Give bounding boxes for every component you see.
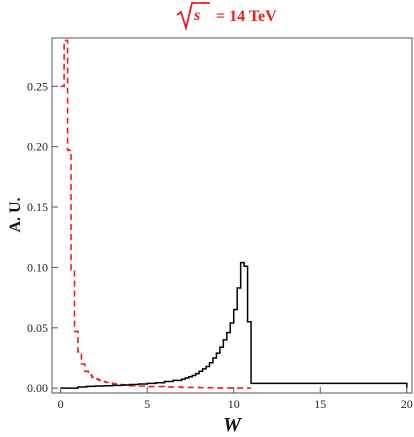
title-text: = 14 TeV xyxy=(216,8,277,25)
x-tick-label: 20 xyxy=(401,397,413,411)
plot-frame xyxy=(51,37,413,394)
series-dashed-red-histogram xyxy=(60,39,252,389)
x-tick-label: 5 xyxy=(144,397,150,411)
x-tick-label: 15 xyxy=(314,397,326,411)
series-layer xyxy=(60,39,408,389)
x-axis-title: W xyxy=(223,414,242,436)
square-root-sign xyxy=(176,2,210,32)
y-tick-label: 0.00 xyxy=(27,381,48,395)
axis-ticks: 0 5 10 15 20 0.00 0.05 0.10 0.15 0.20 0.25 xyxy=(27,79,413,411)
y-tick-label: 0.05 xyxy=(27,321,48,335)
y-tick-label: 0.10 xyxy=(27,260,48,274)
y-tick-label: 0.20 xyxy=(27,140,48,154)
y-axis-title: A. U. xyxy=(7,197,24,232)
series-solid-black-histogram xyxy=(60,261,408,389)
x-tick-label: 10 xyxy=(228,397,240,411)
y-tick-label: 0.15 xyxy=(27,200,48,214)
chart-title: s = 14 TeV xyxy=(176,2,277,32)
y-tick-label: 0.25 xyxy=(27,79,48,93)
x-tick-label: 0 xyxy=(58,397,64,411)
title-root-symbol: s xyxy=(193,7,200,24)
